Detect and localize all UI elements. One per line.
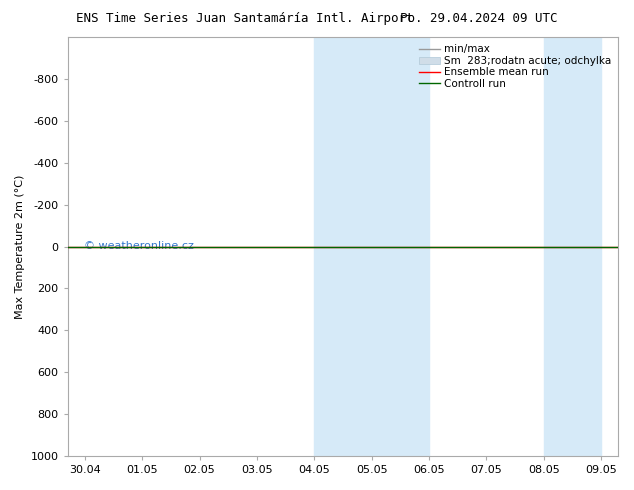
Legend: min/max, Sm  283;rodatn acute; odchylka, Ensemble mean run, Controll run: min/max, Sm 283;rodatn acute; odchylka, … bbox=[417, 42, 613, 91]
Bar bbox=[573, 37, 601, 456]
Y-axis label: Max Temperature 2m (°C): Max Temperature 2m (°C) bbox=[15, 174, 25, 318]
Text: © weatheronline.cz: © weatheronline.cz bbox=[84, 241, 194, 251]
Text: ENS Time Series Juan Santamáría Intl. Airport: ENS Time Series Juan Santamáría Intl. Ai… bbox=[76, 12, 413, 25]
Bar bbox=[314, 37, 372, 456]
Bar bbox=[372, 37, 429, 456]
Bar bbox=[544, 37, 573, 456]
Text: Po. 29.04.2024 09 UTC: Po. 29.04.2024 09 UTC bbox=[401, 12, 558, 25]
